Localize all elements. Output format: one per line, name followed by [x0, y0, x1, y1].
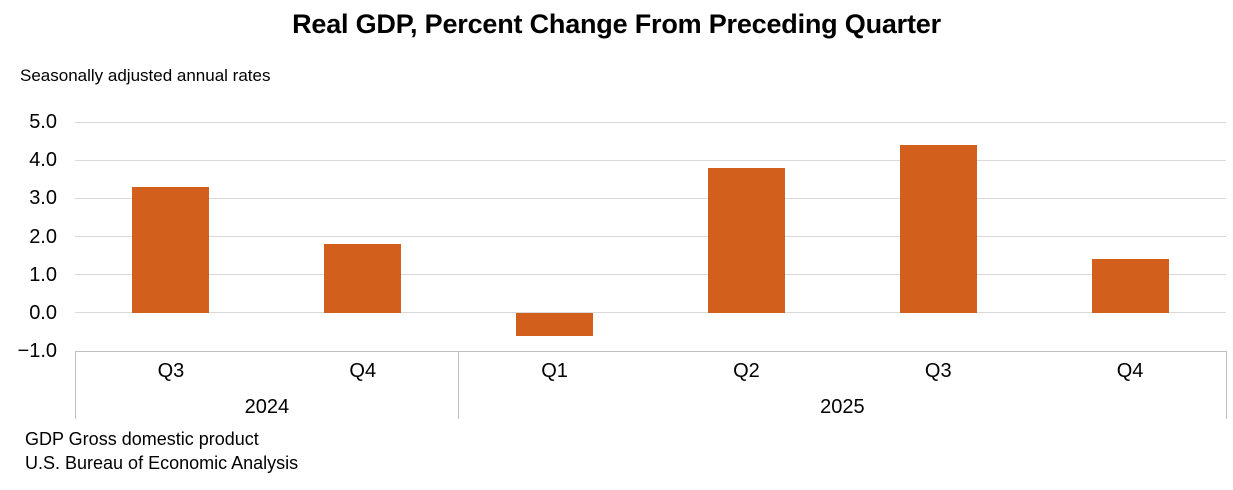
- chart-footnotes: GDP Gross domestic product U.S. Bureau o…: [25, 427, 298, 475]
- bar-2025-q4: [1091, 259, 1169, 313]
- x-axis-quarter-label: Q4: [1116, 360, 1144, 382]
- category-axis-tick: [1225, 351, 1227, 419]
- y-axis-tick-label: 3.0: [29, 187, 57, 210]
- bar-2024-q4: [324, 244, 402, 313]
- x-axis-quarter-label: Q3: [924, 360, 952, 382]
- bar-2024-q3: [132, 186, 210, 313]
- chart-subtitle: Seasonally adjusted annual rates: [20, 66, 271, 85]
- x-axis-year-label: 2025: [820, 396, 865, 418]
- category-axis-tick: [458, 351, 460, 419]
- bar-2025-q1: [516, 312, 594, 336]
- bar-2025-q2: [707, 167, 785, 313]
- bar-2025-q3: [899, 144, 977, 313]
- x-axis-quarter-label: Q1: [541, 360, 568, 382]
- x-axis-quarter-label: Q4: [349, 360, 377, 382]
- x-axis-line: [75, 350, 1226, 352]
- y-axis-tick-label: 1.0: [29, 263, 57, 286]
- gridline: [75, 312, 1226, 314]
- x-axis-year-label: 2024: [244, 396, 290, 418]
- gridline: [75, 274, 1226, 276]
- y-axis-tick-label: 4.0: [29, 149, 57, 172]
- category-axis-tick: [74, 351, 76, 419]
- gridline: [75, 159, 1226, 161]
- y-axis-tick-label: −1.0: [17, 340, 57, 362]
- footnote-source: U.S. Bureau of Economic Analysis: [25, 453, 299, 473]
- y-axis-tick-label: 0.0: [29, 301, 57, 324]
- gridline: [75, 236, 1226, 237]
- y-axis-tick-label: 5.0: [29, 111, 57, 133]
- gridline: [75, 197, 1226, 199]
- x-axis-quarter-label: Q3: [157, 360, 185, 382]
- y-axis-tick-label: 2.0: [29, 225, 57, 248]
- x-axis-quarter-label: Q2: [733, 360, 760, 382]
- chart-title: Real GDP, Percent Change From Preceding …: [292, 9, 941, 39]
- gridline: [75, 121, 1226, 123]
- footnote-gdp-definition: GDP Gross domestic product: [25, 429, 259, 449]
